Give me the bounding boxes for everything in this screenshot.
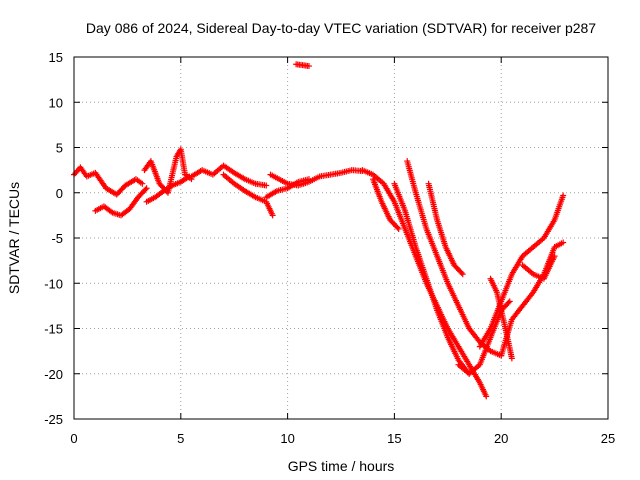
data-point [139, 180, 146, 187]
y-tick-label: -20 [44, 367, 63, 382]
y-tick-label: 15 [49, 50, 63, 65]
data-point [551, 253, 558, 260]
series-sat-n [425, 180, 466, 278]
series-sat-l [391, 180, 473, 377]
data-point [459, 271, 466, 278]
x-tick-label: 5 [177, 431, 184, 446]
y-tick-label: 10 [49, 95, 63, 110]
series-sat-e [188, 162, 270, 189]
data-point [269, 212, 276, 219]
y-tick-label: -5 [51, 231, 63, 246]
y-tick-label: 0 [56, 186, 63, 201]
x-axis-title: GPS time / hours [288, 458, 395, 474]
series-sat-f [220, 171, 276, 219]
data-point [506, 298, 513, 305]
data-point [483, 393, 490, 400]
y-axis-title: SDTVAR / TECUs [6, 182, 22, 294]
data-point [505, 299, 512, 306]
data-markers [71, 61, 567, 400]
y-tick-label: 5 [56, 141, 63, 156]
data-point [305, 63, 312, 70]
y-tick-label: -10 [44, 276, 63, 291]
x-tick-label: 20 [494, 431, 508, 446]
data-point [560, 192, 567, 199]
series-sat-r [487, 275, 515, 362]
x-tick-label: 25 [601, 431, 615, 446]
series-sat-k [370, 176, 402, 232]
y-tick-label: -25 [44, 412, 63, 427]
data-point [394, 224, 401, 231]
data-point [458, 269, 465, 276]
data-point [142, 186, 149, 193]
data-point [560, 239, 567, 246]
series-sat-b [92, 185, 150, 219]
y-tick-label: -15 [44, 322, 63, 337]
data-point [143, 185, 150, 192]
data-point [508, 355, 515, 362]
chart-title: Day 086 of 2024, Sidereal Day-to-day VTE… [86, 20, 596, 36]
series-sat-d [143, 173, 193, 205]
data-point [395, 225, 402, 232]
series-sat-h [267, 167, 366, 189]
series-sat-s [519, 253, 558, 282]
x-tick-label: 10 [280, 431, 294, 446]
axis-ticks: 0 5 10 15 20 25 -25 -20 -15 -10 -5 0 5 10 15 [44, 50, 615, 446]
x-tick-label: 0 [70, 431, 77, 446]
series-sat-c [141, 146, 195, 196]
series-sat-a [71, 164, 146, 198]
series-sat-i [293, 61, 312, 70]
plot-frame [73, 56, 609, 420]
x-tick-label: 15 [387, 431, 401, 446]
data-point [263, 182, 270, 189]
